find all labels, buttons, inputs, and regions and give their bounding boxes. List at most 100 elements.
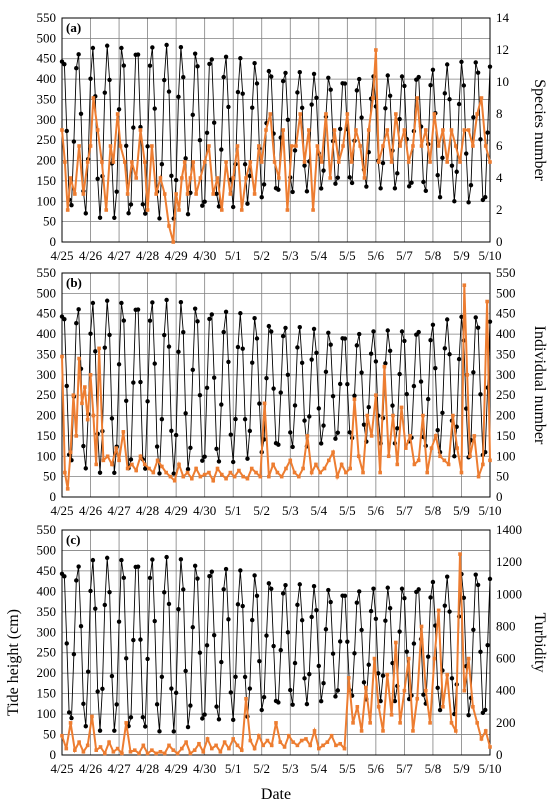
orange-point [382, 364, 387, 369]
orange-point [158, 176, 163, 180]
tide-point [112, 215, 117, 220]
tide-point [302, 676, 307, 681]
tide-point [216, 717, 222, 722]
x-tick-label: 4/30 [193, 761, 216, 776]
tide-point [466, 200, 471, 205]
orange-point [315, 144, 320, 148]
orange-point [101, 458, 106, 463]
tide-point [468, 182, 474, 188]
tide-point [223, 54, 229, 60]
orange-point [475, 112, 479, 116]
orange-point [304, 737, 308, 741]
tide-point [452, 199, 457, 204]
orange-point [329, 733, 334, 738]
tide-point [128, 202, 134, 207]
orange-point [88, 144, 93, 148]
orange-point [95, 128, 100, 132]
orange-point [60, 733, 64, 738]
tide-point [145, 399, 150, 404]
tide-point [326, 75, 331, 80]
tide-point [385, 585, 390, 590]
tide-point [428, 337, 433, 343]
orange-point [85, 160, 90, 164]
orange-point [155, 458, 160, 463]
orange-point [111, 749, 116, 754]
orange-point [372, 656, 377, 661]
tide-point [195, 319, 200, 324]
orange-point [125, 192, 130, 196]
tide-point [485, 642, 490, 648]
tide-point [290, 702, 295, 707]
tide-point [299, 360, 305, 366]
tide-point [342, 81, 348, 86]
orange-point [198, 176, 203, 180]
tide-point [62, 574, 67, 579]
orange-point [466, 128, 471, 132]
orange-point [228, 470, 233, 475]
tide-point [330, 393, 336, 399]
orange-point [264, 128, 268, 132]
tide-point [278, 647, 283, 653]
orange-point [259, 160, 264, 164]
tide-point [269, 329, 274, 334]
tide-point [307, 414, 312, 419]
tide-point [95, 176, 100, 181]
tide-point [418, 379, 424, 384]
orange-point [349, 160, 354, 164]
orange-point [408, 434, 412, 438]
orange-point [237, 468, 241, 473]
tide-point [259, 195, 264, 200]
orange-point [130, 462, 134, 467]
tide-point [364, 184, 369, 189]
y-left-tick-label: 350 [37, 346, 57, 361]
orange-point [334, 743, 338, 748]
x-tick-label: 5/7 [396, 248, 413, 263]
orange-point [386, 454, 391, 459]
y-right-tick-label: 200 [496, 715, 516, 730]
tide-point [321, 423, 326, 428]
tide-point [440, 410, 445, 416]
orange-point [103, 751, 107, 756]
tide-point [271, 386, 276, 391]
orange-point [154, 192, 158, 196]
tide-point [280, 78, 286, 84]
x-tick-label: 4/28 [136, 503, 159, 518]
orange-point [130, 160, 134, 164]
tide-point [124, 656, 129, 661]
tide-point [197, 392, 203, 398]
tide-point [447, 609, 452, 614]
orange-point [177, 208, 181, 212]
tide-point [345, 639, 350, 644]
orange-point [344, 470, 348, 475]
y-right-tick-label: 400 [496, 683, 516, 698]
y-right-tick-label: 200 [496, 408, 516, 423]
orange-point [219, 472, 224, 477]
tide-point [464, 151, 469, 156]
tide-point [466, 712, 471, 718]
tide-point [185, 211, 191, 217]
tide-point [166, 344, 172, 349]
x-axis-title: Date [261, 786, 291, 803]
y-right-tick-label: 2 [496, 202, 503, 217]
x-tick-label: 5/4 [310, 248, 327, 263]
tide-point [307, 671, 312, 677]
tide-point [240, 91, 245, 96]
orange-point [277, 176, 281, 180]
orange-point [77, 740, 81, 744]
tide-point [261, 182, 267, 187]
tide-point [416, 329, 421, 335]
orange-point [428, 160, 432, 164]
tide-point [359, 115, 364, 120]
orange-point [118, 144, 123, 148]
orange-point [432, 112, 437, 116]
tide-point [338, 639, 343, 644]
orange-point [88, 373, 93, 377]
tide-point [397, 371, 402, 377]
orange-point [483, 729, 488, 733]
tide-point [309, 357, 314, 362]
orange-point [335, 474, 340, 479]
orange-point [406, 160, 411, 164]
tide-point [278, 390, 283, 395]
tide-point [114, 189, 119, 194]
orange-point [202, 160, 207, 164]
